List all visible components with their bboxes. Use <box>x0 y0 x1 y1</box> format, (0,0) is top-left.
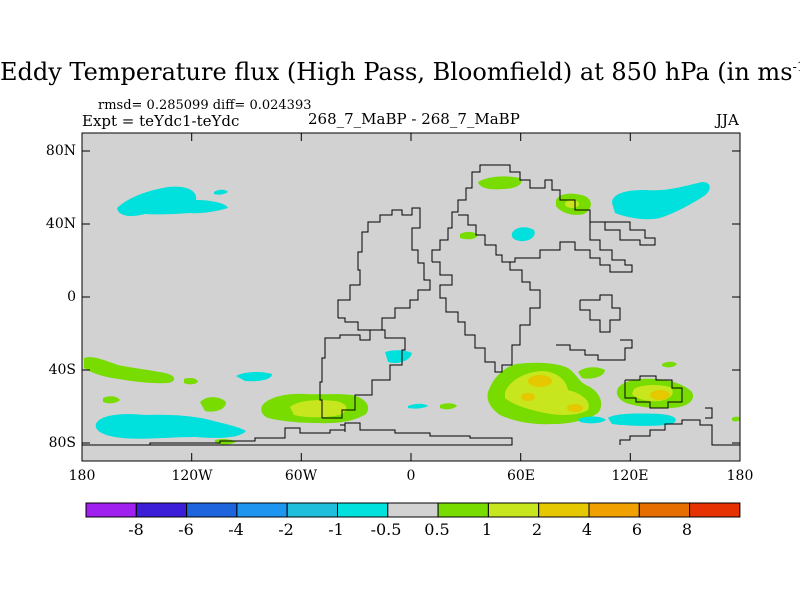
lon-label-120e: 120E <box>611 468 649 484</box>
anomaly-east-green <box>732 416 740 422</box>
colorbar-box <box>337 502 389 518</box>
anomaly-south-america-cyan <box>385 350 412 363</box>
anomaly-sw-pacific-cyan <box>608 413 676 426</box>
chart-title: Eddy Temperature flux (High Pass, Bloomf… <box>0 58 800 86</box>
colorbar-label: 4 <box>581 520 593 539</box>
coastline-southeast-asia <box>579 294 621 333</box>
axis-ticks <box>82 133 740 461</box>
colorbar-label: 8 <box>681 520 693 539</box>
lat-label-eq: 0 <box>67 289 76 305</box>
anomaly-south-indian-orange-2 <box>521 393 535 401</box>
coastline-south-america <box>319 329 406 419</box>
coastline-eurasia <box>431 164 656 262</box>
colorbar-box <box>286 502 339 518</box>
coastline-north-america <box>337 207 431 331</box>
anomaly-north-small <box>214 189 228 195</box>
anomaly-siberia-core <box>565 200 579 208</box>
colorbar-label: -2 <box>278 520 294 539</box>
anomaly-mediterranean <box>460 231 478 240</box>
lon-label-120w: 120W <box>171 468 213 484</box>
lat-label-40s: 40S <box>48 362 76 378</box>
anomaly-south-indian-yellow <box>505 371 589 415</box>
anomaly-se-atlantic-green <box>440 403 457 410</box>
anomaly-south-africa-cyan <box>408 403 428 409</box>
anomaly-tasman-green <box>662 361 677 368</box>
lon-label-180e: 180 <box>726 468 754 484</box>
coastline-indonesia <box>556 339 633 361</box>
coastline-peninsula <box>340 424 346 432</box>
difference-label: 268_7_MaBP - 268_7_MaBP <box>308 110 520 128</box>
colorbar-box <box>236 502 288 518</box>
map-background <box>82 133 740 461</box>
colorbar-box <box>85 502 137 518</box>
stats-label: rmsd= 0.285099 diff= 0.024393 <box>98 98 312 113</box>
anomaly-ne-pacific <box>612 182 710 220</box>
anomaly-south-indian-orange <box>528 375 552 387</box>
lon-label-60w: 60W <box>284 468 318 484</box>
colorbar-label: 1 <box>481 520 493 539</box>
colorbar-label: -1 <box>328 520 344 539</box>
colorbar-box <box>186 502 238 518</box>
anomaly-south-indian-orange-3 <box>567 404 583 412</box>
coastline-new-zealand <box>705 407 713 419</box>
colorbar-label: 0.5 <box>424 520 450 539</box>
coastline-africa <box>432 261 541 373</box>
lat-label-40n: 40N <box>45 216 76 232</box>
colorbar-label: -8 <box>128 520 144 539</box>
anomaly-north-pacific <box>117 186 228 216</box>
anomaly-south-pacific-green <box>200 397 226 412</box>
colorbar-box <box>538 502 590 518</box>
lon-label-180w: 180 <box>68 468 96 484</box>
colorbar-box <box>638 502 691 518</box>
colorbar-label: 2 <box>531 520 543 539</box>
anomaly-australia-south <box>578 367 605 379</box>
coastline-antarctica-east <box>619 419 740 446</box>
coastlines <box>82 164 740 446</box>
lon-label-60e: 60E <box>506 468 536 484</box>
colorbar-box <box>135 502 188 518</box>
colorbar <box>85 502 741 518</box>
colorbar-box <box>487 502 540 518</box>
lat-label-80n: 80N <box>45 143 76 159</box>
anomaly-south-pacific-mid <box>236 371 272 382</box>
anomaly-arctic <box>478 176 522 190</box>
anomaly-south-atlantic-core <box>290 400 347 418</box>
anomaly-europe-small <box>511 227 535 242</box>
colorbar-box <box>588 502 640 518</box>
coastline-australia <box>624 375 683 409</box>
anomaly-indian-cyan <box>578 416 606 424</box>
lat-label-80s: 80S <box>48 435 76 451</box>
coastline-antarctica <box>82 422 513 446</box>
colorbar-label: 6 <box>631 520 643 539</box>
anomaly-south-pacific-green-3 <box>184 378 198 385</box>
coastline-asia-south <box>458 214 633 273</box>
colorbar-box <box>387 502 439 518</box>
experiment-label: Expt = teYdc1-teYdc <box>82 112 240 130</box>
season-label: JJA <box>716 111 739 129</box>
anomaly-sw-pacific-orange <box>650 390 670 400</box>
anomaly-southern-ocean-west <box>84 357 175 384</box>
colorbar-box <box>689 502 741 518</box>
anomaly-shading <box>84 176 740 445</box>
anomaly-south-pacific <box>95 414 246 439</box>
colorbar-label: -0.5 <box>370 520 402 539</box>
colorbar-label: -4 <box>228 520 244 539</box>
lon-label-0: 0 <box>406 468 416 484</box>
colorbar-box <box>437 502 489 518</box>
colorbar-label: -6 <box>178 520 194 539</box>
anomaly-south-pacific-green-2 <box>103 396 120 404</box>
